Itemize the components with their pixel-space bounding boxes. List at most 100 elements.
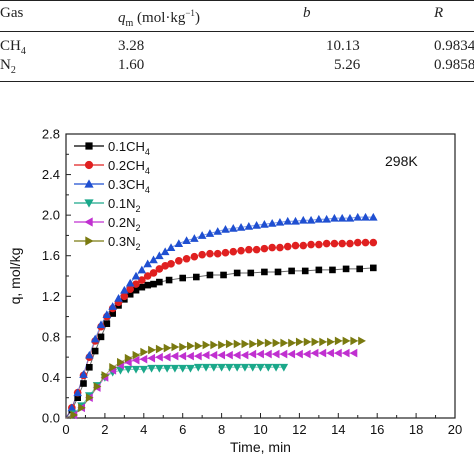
data-point [256, 363, 265, 372]
data-point [232, 363, 242, 372]
data-point [315, 266, 323, 274]
data-point [276, 243, 284, 252]
data-point [295, 337, 304, 347]
data-point [314, 214, 324, 223]
fit-curve-3 [65, 366, 284, 419]
legend-label: 0.2N2 [108, 215, 140, 233]
data-point [193, 273, 200, 281]
data-point [329, 266, 336, 274]
header-qm-unit: (mol·kg [137, 10, 186, 26]
data-point [209, 350, 218, 360]
data-point [349, 348, 358, 358]
y-tick-label: 0.0 [42, 411, 60, 426]
data-point [160, 247, 170, 256]
y-tick-label: 2.4 [42, 167, 60, 182]
data-point [370, 264, 377, 272]
data-point [79, 370, 88, 378]
data-point [263, 349, 272, 359]
data-point [108, 302, 117, 310]
legend-label: 0.1CH4 [108, 139, 150, 157]
x-tick-label: 8 [218, 422, 225, 437]
data-point [326, 348, 334, 358]
data-point [126, 285, 134, 293]
data-point [209, 363, 219, 372]
data-point [256, 349, 264, 359]
data-point [257, 338, 265, 348]
data-point [263, 363, 273, 372]
data-point [78, 403, 86, 413]
data-point [70, 410, 79, 420]
data-point [283, 216, 293, 225]
data-point [123, 357, 132, 367]
data-point [155, 364, 164, 373]
legend-marker [85, 142, 93, 150]
data-point [179, 274, 186, 282]
y-tick-label: 2.0 [42, 208, 60, 223]
legend-item: 0.1CH4 [74, 139, 150, 157]
data-point [225, 350, 233, 360]
data-point [86, 363, 93, 371]
y-tick-label: 2.8 [42, 127, 60, 142]
data-point [337, 213, 347, 222]
data-point [182, 236, 191, 244]
data-point [342, 265, 350, 273]
row-ch4-gas-base: CH [0, 38, 21, 54]
data-point [369, 212, 378, 221]
data-point [334, 336, 343, 346]
y-tick-label: 0.8 [42, 329, 60, 344]
data-point [229, 247, 238, 256]
data-point [149, 255, 158, 264]
data-point [140, 347, 149, 357]
row-n2-gas-base: N [0, 57, 11, 73]
data-point [280, 338, 289, 348]
data-point [274, 268, 282, 276]
data-point [143, 259, 152, 268]
data-point [198, 250, 206, 259]
data-point [149, 269, 158, 277]
legend-marker [84, 199, 94, 208]
data-point [201, 363, 211, 372]
data-point [178, 364, 187, 373]
data-point [236, 223, 246, 231]
data-point [272, 338, 281, 348]
data-point [193, 351, 202, 361]
data-point [93, 382, 102, 391]
x-tick-label: 20 [448, 422, 462, 437]
data-point [353, 212, 363, 221]
data-point [67, 403, 77, 412]
data-point [240, 350, 249, 360]
data-point [225, 363, 234, 372]
y-tick-label: 1.2 [42, 289, 60, 304]
adsorption-chart: 0 2 4 6 8 10 12 14 16 18 20 0.0 0.4 0.8 1.2 1.6 2.0 2.4 2.… [7, 127, 462, 456]
data-point [206, 271, 214, 279]
data-point [155, 251, 164, 260]
data-point [161, 262, 169, 270]
data-point [165, 276, 173, 284]
x-tick-label: 0 [62, 422, 69, 437]
data-point [361, 212, 370, 221]
legend-marker [84, 160, 94, 170]
fit-curve-4 [65, 352, 354, 419]
data-point [338, 239, 346, 248]
data-point [148, 345, 156, 355]
legend-label: 0.1N2 [108, 196, 140, 214]
row-ch4-gas-sub: 4 [20, 46, 26, 57]
legend-item: 0.1N2 [74, 196, 140, 214]
header-qm-unit-close: ) [194, 10, 200, 26]
data-point [155, 265, 164, 273]
data-point [233, 339, 242, 349]
data-point [244, 222, 254, 230]
data-point [126, 290, 134, 298]
data-point [114, 294, 123, 302]
data-point [240, 363, 250, 372]
data-point [218, 340, 226, 350]
header-qm: qm (mol·kg−1) [118, 4, 200, 33]
data-point [350, 336, 359, 346]
data-point [318, 348, 327, 358]
row-n2-gas-sub: 2 [10, 65, 16, 76]
data-point [131, 355, 140, 365]
legend-marker [85, 236, 94, 246]
header-qm-subscript: m [125, 18, 134, 29]
data-point [138, 276, 146, 284]
